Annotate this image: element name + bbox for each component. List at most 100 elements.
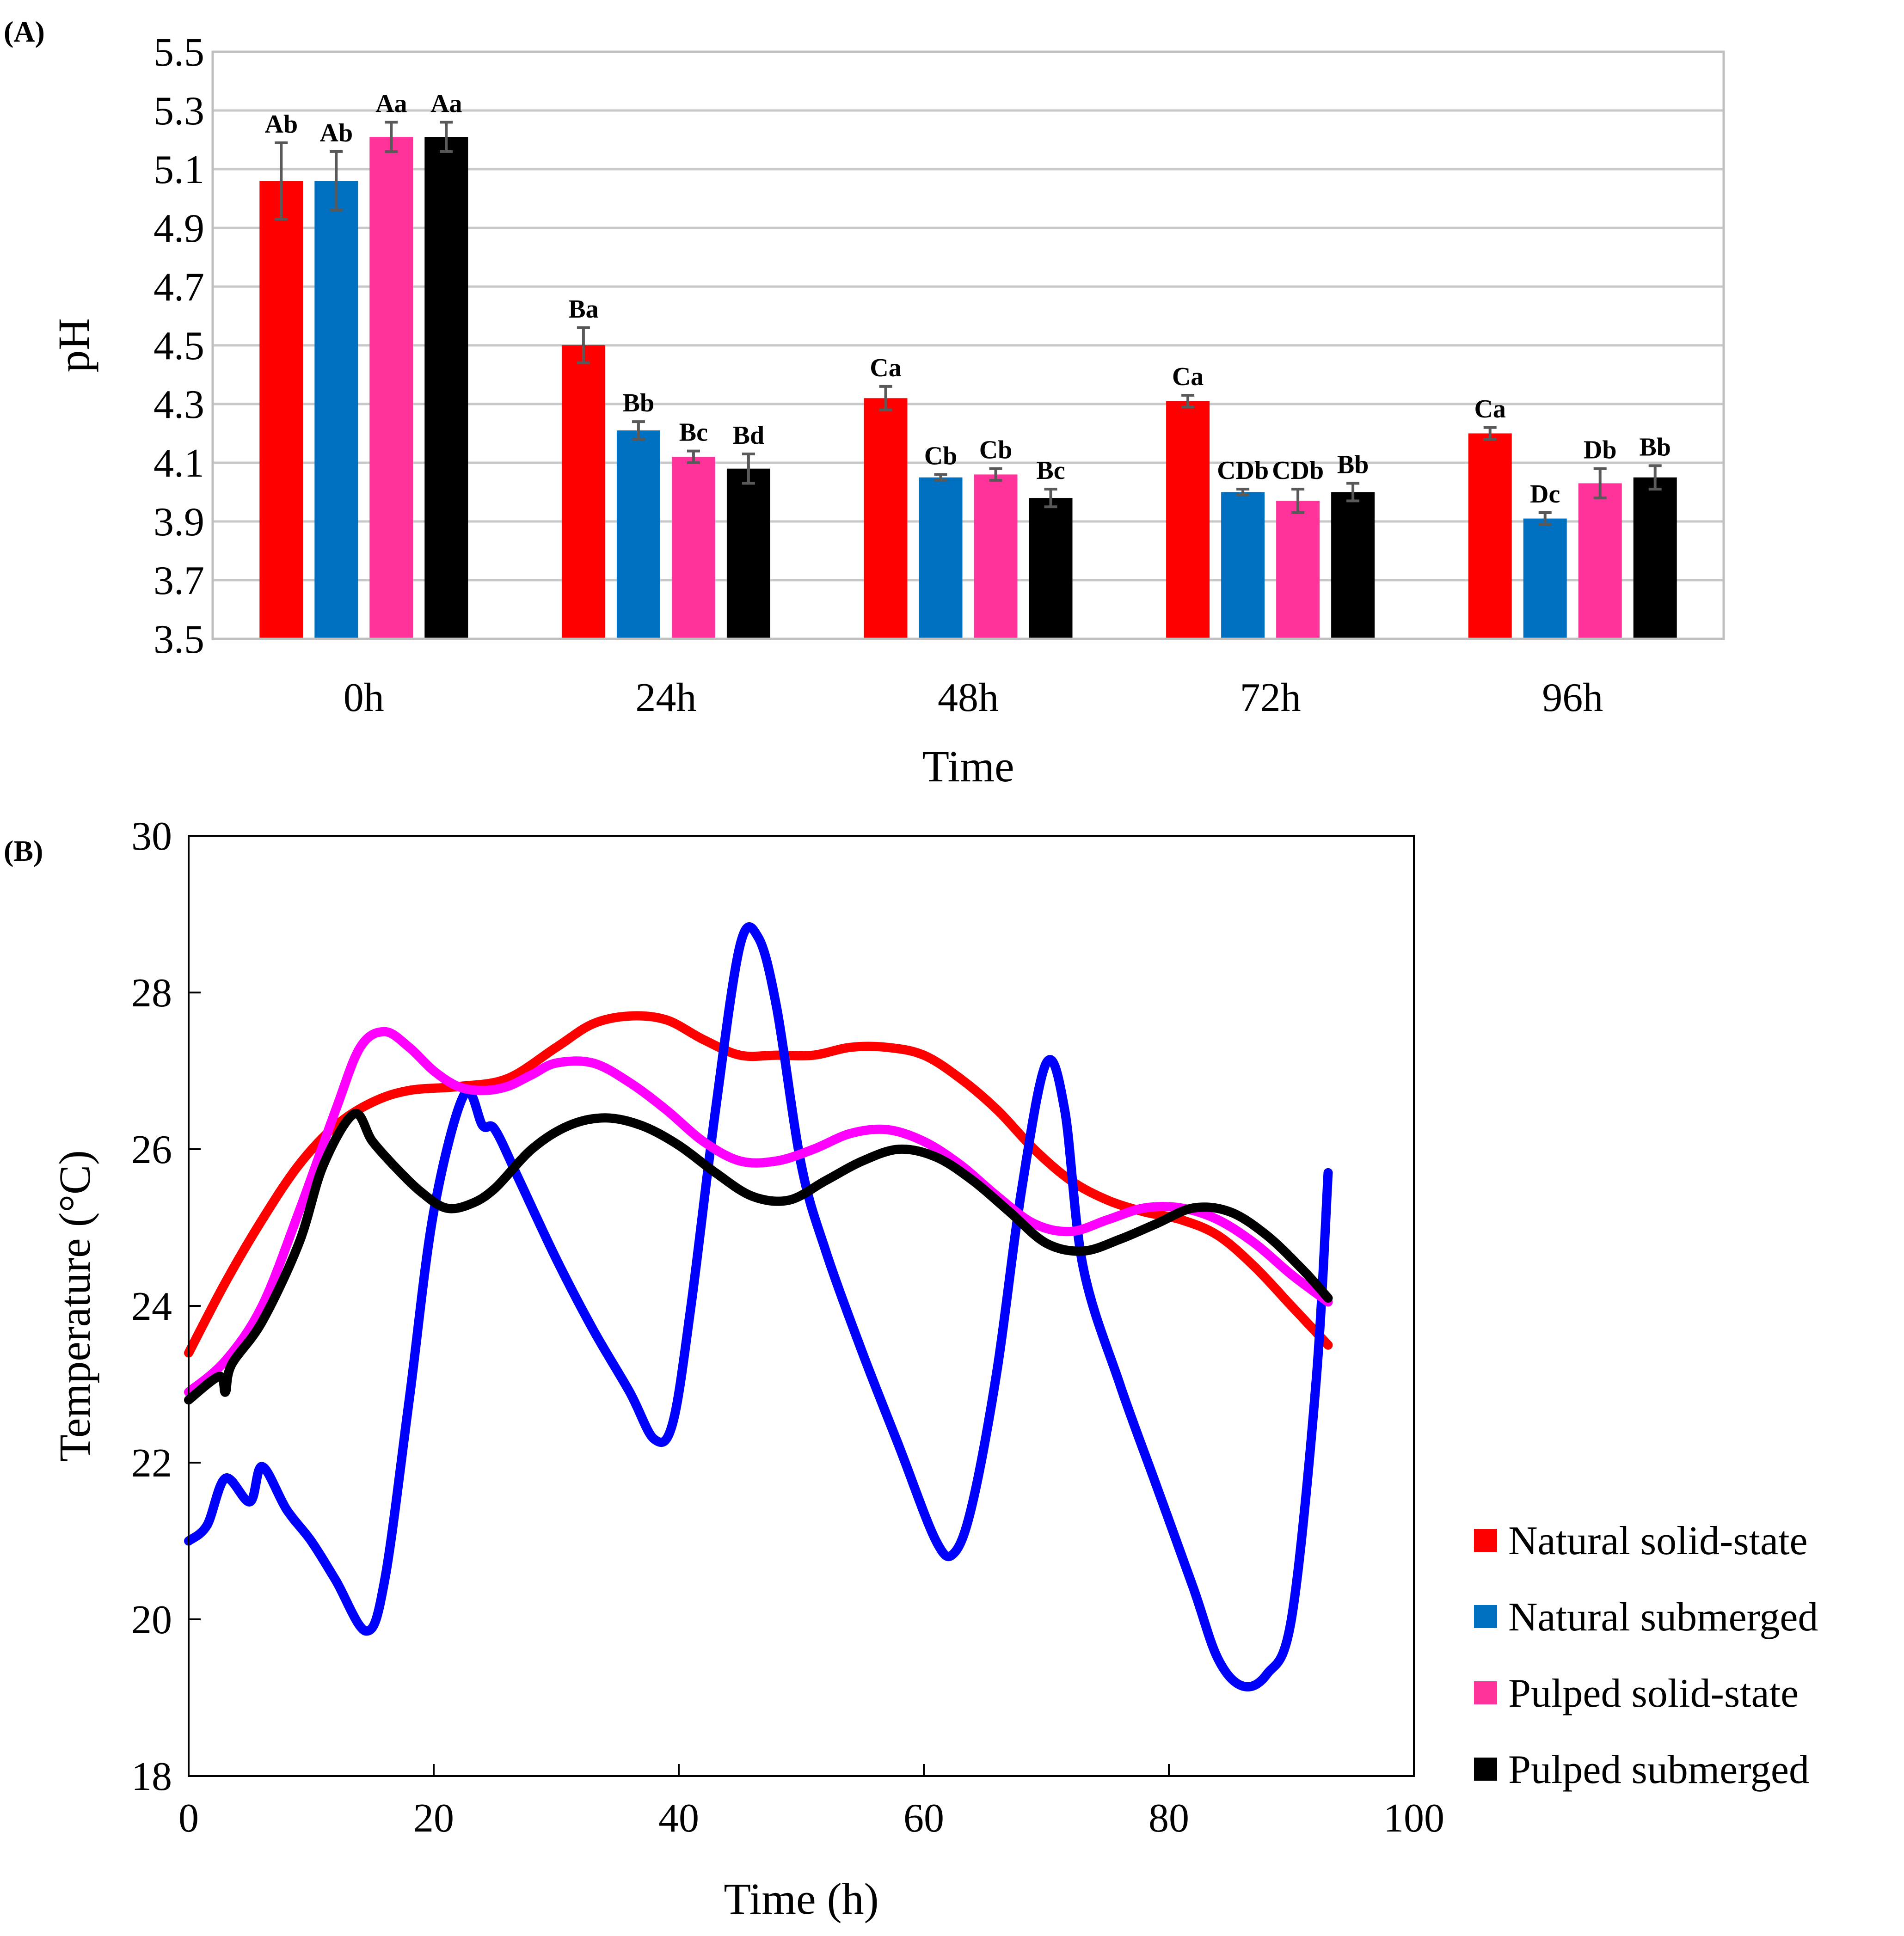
error-bar-natural-submerged-48h [934, 473, 947, 482]
panel-a-x-axis-title: Time [922, 741, 1014, 791]
panel-a-y-tick-label: 4.1 [154, 441, 204, 486]
panel-a-y-tick-label: 5.5 [154, 30, 204, 75]
panel-a-y-tick-label: 4.5 [154, 324, 204, 368]
bar-pulped-solid-state-48h [974, 474, 1018, 639]
sig-label-natural-submerged-96h: Dc [1530, 480, 1560, 509]
panel-a-y-tick-label: 5.3 [154, 89, 204, 134]
bar-natural-solid-state-0h [259, 181, 303, 639]
panel-a-x-tick-label-0h: 0h [344, 675, 384, 720]
panel-b-x-ticks: 0 20 40 60 80 100 [178, 1764, 1444, 1841]
error-bar-natural-submerged-0h [330, 150, 343, 212]
panel-b-y-axis-title: Temperature (°C) [50, 1150, 99, 1462]
bar-natural-submerged-96h [1523, 518, 1567, 639]
bar-pulped-solid-state-0h [369, 137, 413, 639]
panel-b-y-tick-label: 22 [131, 1441, 172, 1486]
sig-label-pulped-submerged-72h: Bb [1337, 450, 1369, 479]
panel-b-lines [184, 922, 1333, 1691]
panel-b-x-tick-label: 100 [1383, 1796, 1444, 1841]
panel-a-y-tick-label: 3.9 [154, 500, 204, 545]
panel-a-y-tick-label: 3.7 [154, 558, 204, 603]
sig-label-natural-solid-state-0h: Ab [265, 110, 298, 139]
error-bar-natural-submerged-96h [1538, 511, 1552, 526]
panel-b-x-axis-title: Time (h) [724, 1874, 878, 1924]
error-bar-pulped-solid-state-96h [1593, 467, 1607, 500]
error-bar-pulped-submerged-96h [1648, 464, 1662, 491]
error-bar-pulped-submerged-0h [440, 121, 453, 153]
line-natural-submerged [184, 922, 1333, 1691]
bar-pulped-submerged-0h [424, 137, 468, 639]
panel-b-y-tick-label: 20 [131, 1598, 172, 1642]
error-bar-pulped-solid-state-48h [989, 467, 1002, 482]
sig-label-natural-solid-state-96h: Ca [1474, 395, 1505, 423]
error-bar-natural-solid-state-96h [1483, 426, 1497, 441]
error-bar-natural-solid-state-48h [879, 385, 892, 411]
panel-a-y-tick-label: 4.3 [154, 382, 204, 427]
bar-natural-solid-state-72h [1166, 401, 1210, 639]
sig-label-pulped-solid-state-24h: Bc [679, 418, 708, 447]
error-bar-pulped-submerged-72h [1346, 482, 1360, 502]
error-bar-natural-submerged-72h [1236, 488, 1250, 496]
sig-label-pulped-submerged-48h: Bc [1036, 456, 1065, 485]
line-pulped-solid-state [184, 1027, 1333, 1397]
legend-label-natural-submerged: Natural submerged [1508, 1595, 1818, 1640]
sig-label-pulped-submerged-24h: Bd [733, 421, 765, 450]
panel-b-y-ticks: 18 20 22 24 26 28 30 [131, 814, 201, 1799]
error-bar-pulped-submerged-48h [1044, 488, 1057, 509]
error-bar-natural-solid-state-72h [1181, 393, 1195, 409]
bar-pulped-solid-state-72h [1276, 501, 1320, 639]
panel-a-y-tick-label: 4.9 [154, 206, 204, 251]
panel-a-label: (A) [4, 15, 45, 48]
panel-a-x-tick-label-72h: 72h [1240, 675, 1301, 720]
sig-label-natural-submerged-48h: Cb [924, 441, 958, 470]
bar-pulped-solid-state-96h [1578, 483, 1622, 639]
legend-label-pulped-submerged: Pulped submerged [1508, 1747, 1809, 1792]
sig-label-pulped-submerged-0h: Aa [430, 89, 462, 118]
panel-a-bars [259, 137, 1677, 639]
panel-a-y-tick-label: 4.7 [154, 265, 204, 310]
bar-natural-submerged-24h [616, 430, 660, 639]
error-bar-pulped-submerged-24h [742, 452, 755, 485]
legend: Natural solid-state Natural submerged Pu… [1474, 1519, 1818, 1792]
error-bar-natural-solid-state-0h [275, 141, 288, 221]
bar-natural-solid-state-24h [561, 345, 605, 639]
panel-b-x-tick-label: 40 [658, 1796, 699, 1841]
sig-label-natural-solid-state-72h: Ca [1172, 362, 1204, 391]
bar-pulped-submerged-96h [1633, 477, 1677, 639]
panel-a-error-bars [275, 121, 1662, 526]
panel-a-y-ticks: 3.5 3.7 3.9 4.1 4.3 4.5 4.7 4.9 5.1 5.3 5.5 [154, 30, 204, 662]
panel-a-x-ticks: 0h 24h 48h 72h 96h [344, 675, 1603, 720]
bar-natural-solid-state-48h [864, 398, 908, 639]
legend-swatch-natural-solid-state [1474, 1529, 1497, 1552]
sig-label-pulped-solid-state-72h: CDb [1272, 456, 1324, 485]
panel-a-ph-bar-chart: (A) Ab Ab Aa Aa Ba Bb Bc Bd Ca Cb Cb Bc Ca CDb CDb Bb Ca… [4, 15, 1725, 791]
panel-b-y-tick-label: 24 [131, 1284, 172, 1329]
legend-label-natural-solid-state: Natural solid-state [1508, 1519, 1808, 1563]
line-pulped-submerged [184, 1109, 1333, 1405]
sig-label-pulped-solid-state-48h: Cb [979, 436, 1013, 465]
panel-a-plot-frame [211, 50, 1725, 640]
panel-b-temperature-line-chart: (B) 18 20 22 24 26 28 30 0 20 40 60 80 100 Temperat… [4, 814, 1444, 1924]
bar-natural-solid-state-96h [1468, 433, 1512, 639]
bar-natural-submerged-72h [1221, 492, 1265, 639]
error-bar-natural-solid-state-24h [577, 326, 590, 365]
legend-swatch-pulped-solid-state [1474, 1681, 1497, 1704]
panel-a-significance-labels: Ab Ab Aa Aa Ba Bb Bc Bd Ca Cb Cb Bc Ca CDb CDb Bb Ca Dc Db… [265, 89, 1671, 509]
panel-a-y-tick-label: 5.1 [154, 147, 204, 192]
bar-pulped-submerged-72h [1331, 492, 1375, 639]
sig-label-natural-submerged-0h: Ab [320, 119, 353, 147]
bar-pulped-submerged-48h [1029, 498, 1073, 639]
panel-b-y-tick-label: 26 [131, 1127, 172, 1172]
panel-b-y-tick-label: 28 [131, 971, 172, 1016]
sig-label-pulped-solid-state-0h: Aa [375, 89, 407, 118]
sig-label-natural-solid-state-48h: Ca [870, 354, 901, 382]
panel-b-x-tick-label: 20 [413, 1796, 454, 1841]
legend-swatch-pulped-submerged [1474, 1758, 1497, 1781]
sig-label-natural-solid-state-24h: Ba [568, 295, 598, 324]
error-bar-pulped-solid-state-24h [687, 449, 700, 464]
panel-a-x-tick-label-24h: 24h [635, 675, 696, 720]
panel-b-label: (B) [4, 834, 43, 867]
panel-b-y-tick-label: 30 [131, 814, 172, 859]
panel-b-y-tick-label: 18 [131, 1754, 172, 1799]
panel-b-x-tick-label: 80 [1149, 1796, 1189, 1841]
